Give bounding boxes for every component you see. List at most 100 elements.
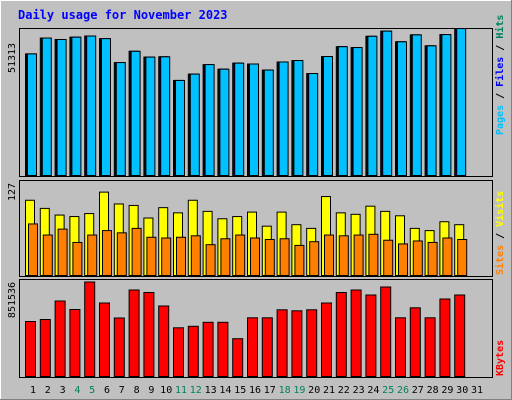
bar-visits-sites-sites-day-22: [338, 235, 349, 276]
chart-title: Daily usage for November 2023: [18, 8, 228, 22]
x-label-day-11: 11: [175, 385, 187, 396]
bar-hits-files-pages-pages-day-1: [27, 53, 37, 176]
bar-visits-sites-sites-day-20: [309, 241, 320, 277]
bar-kbytes-kbytes-day-21: [321, 302, 332, 377]
x-label-day-19: 19: [293, 385, 305, 396]
x-label-day-26: 26: [397, 385, 409, 396]
bar-visits-sites-sites-day-5: [87, 234, 98, 276]
bar-hits-files-pages-pages-day-18: [278, 61, 289, 176]
bar-hits-files-pages-pages-day-2: [41, 37, 52, 176]
x-label-day-3: 3: [60, 385, 66, 396]
bar-kbytes-kbytes-day-17: [261, 317, 273, 377]
x-label-day-7: 7: [119, 385, 125, 396]
bar-kbytes-kbytes-day-20: [306, 309, 318, 377]
bar-visits-sites-sites-day-1: [28, 223, 38, 277]
bar-kbytes-kbytes-day-8: [128, 289, 140, 377]
x-label-day-10: 10: [160, 385, 172, 396]
x-label-day-13: 13: [205, 385, 217, 396]
bar-hits-files-pages-pages-day-30: [456, 28, 467, 177]
legend-kbytes-panel: KBytes: [495, 340, 506, 376]
bar-visits-sites-sites-day-30: [457, 238, 468, 276]
bar-visits-sites-sites-day-13: [205, 244, 216, 277]
x-axis-labels: 1 2 3 4 5 6 7 8 9 10 11 12 13 14 15 16 17 18 19 20 21 22 23 24 2…: [30, 385, 483, 396]
bar-kbytes-kbytes-day-25: [380, 286, 392, 377]
x-label-day-1: 1: [30, 385, 36, 396]
x-label-day-6: 6: [104, 385, 110, 396]
x-label-day-31: 31: [471, 385, 483, 396]
x-label-day-16: 16: [249, 385, 261, 396]
bar-visits-sites-sites-day-24: [368, 233, 379, 276]
bar-kbytes-kbytes-day-29: [439, 298, 451, 377]
legend-sep-3: /: [495, 227, 506, 245]
bar-hits-files-pages-pages-day-15: [234, 62, 245, 177]
x-label-day-14: 14: [219, 385, 231, 396]
bar-hits-files-pages-pages-day-20: [308, 73, 319, 176]
bar-visits-sites-sites-day-28: [427, 241, 438, 277]
x-label-day-25: 25: [382, 385, 394, 396]
x-label-day-20: 20: [308, 385, 320, 396]
bar-kbytes-kbytes-day-11: [173, 327, 184, 377]
bar-visits-sites-sites-day-3: [57, 228, 68, 277]
x-label-day-24: 24: [367, 385, 379, 396]
x-label-day-28: 28: [427, 385, 439, 396]
x-label-day-21: 21: [323, 385, 335, 396]
bar-hits-files-pages-pages-day-24: [367, 35, 378, 176]
panel-hits-frame: [19, 28, 493, 177]
bar-hits-files-pages-pages-day-4: [71, 36, 82, 176]
bar-kbytes-kbytes-day-14: [217, 321, 229, 377]
legend-sites: Sites: [494, 245, 506, 275]
x-label-day-2: 2: [45, 385, 51, 396]
bar-kbytes-kbytes-day-13: [202, 321, 214, 377]
bar-visits-sites-sites-day-21: [324, 234, 334, 276]
bar-kbytes-kbytes-day-10: [158, 305, 170, 377]
bar-kbytes-kbytes-day-23: [350, 289, 362, 377]
x-label-day-8: 8: [134, 385, 140, 396]
legend-sep-1: /: [495, 87, 506, 105]
x-label-day-4: 4: [74, 385, 80, 396]
bar-visits-sites-sites-day-29: [442, 237, 453, 276]
x-label-day-29: 29: [441, 385, 453, 396]
bar-visits-sites-sites-day-18: [279, 238, 290, 276]
bar-visits-sites-sites-day-4: [72, 241, 83, 277]
bar-kbytes-kbytes-day-7: [113, 317, 125, 377]
bar-kbytes-kbytes-day-1: [25, 321, 36, 377]
bar-hits-files-pages-pages-day-6: [101, 38, 111, 177]
bar-kbytes-kbytes-day-3: [54, 300, 66, 377]
legend-files: Files: [494, 57, 506, 87]
x-label-day-23: 23: [353, 385, 365, 396]
bar-hits-files-pages-pages-day-28: [426, 45, 437, 177]
legend-hits-panel: Pages / Files / Hits: [494, 15, 506, 135]
legend-kbytes: KBytes: [495, 340, 506, 376]
x-label-day-22: 22: [338, 385, 350, 396]
bar-visits-sites-sites-day-15: [235, 234, 246, 276]
bar-kbytes-kbytes-day-18: [276, 309, 288, 377]
bar-hits-files-pages-pages-day-22: [337, 46, 348, 176]
x-label-day-5: 5: [89, 385, 95, 396]
ymax-label-visits: 127: [7, 183, 18, 201]
x-label-day-27: 27: [412, 385, 424, 396]
bar-hits-files-pages-pages-day-9: [145, 56, 156, 177]
bar-visits-sites-sites-day-6: [102, 230, 112, 276]
bar-visits-sites-sites-day-11: [176, 236, 186, 276]
bar-kbytes-kbytes-day-6: [99, 302, 110, 377]
bar-kbytes-kbytes-day-19: [291, 310, 303, 377]
bar-hits-files-pages-pages-day-11: [175, 79, 185, 176]
bar-hits-files-pages-pages-day-3: [56, 38, 67, 176]
x-label-day-18: 18: [279, 385, 291, 396]
bar-hits-files-pages-pages-day-26: [397, 41, 407, 177]
legend-hits: Hits: [494, 15, 506, 39]
bar-kbytes-kbytes-day-16: [247, 317, 258, 377]
bar-hits-files-pages-pages-day-27: [411, 34, 422, 176]
bar-kbytes-kbytes-day-28: [424, 317, 436, 377]
bar-visits-sites-sites-day-16: [250, 237, 260, 276]
bar-visits-sites-sites-day-10: [161, 237, 172, 276]
bar-kbytes-kbytes-day-5: [84, 281, 96, 377]
bar-hits-files-pages-pages-day-29: [441, 34, 452, 177]
bar-kbytes-kbytes-day-30: [454, 294, 466, 377]
legend-sep-2: /: [495, 39, 506, 57]
bar-kbytes-kbytes-day-24: [365, 294, 377, 377]
bar-kbytes-kbytes-day-15: [232, 338, 244, 378]
x-label-day-17: 17: [264, 385, 276, 396]
legend-visits: Visits: [494, 191, 506, 227]
